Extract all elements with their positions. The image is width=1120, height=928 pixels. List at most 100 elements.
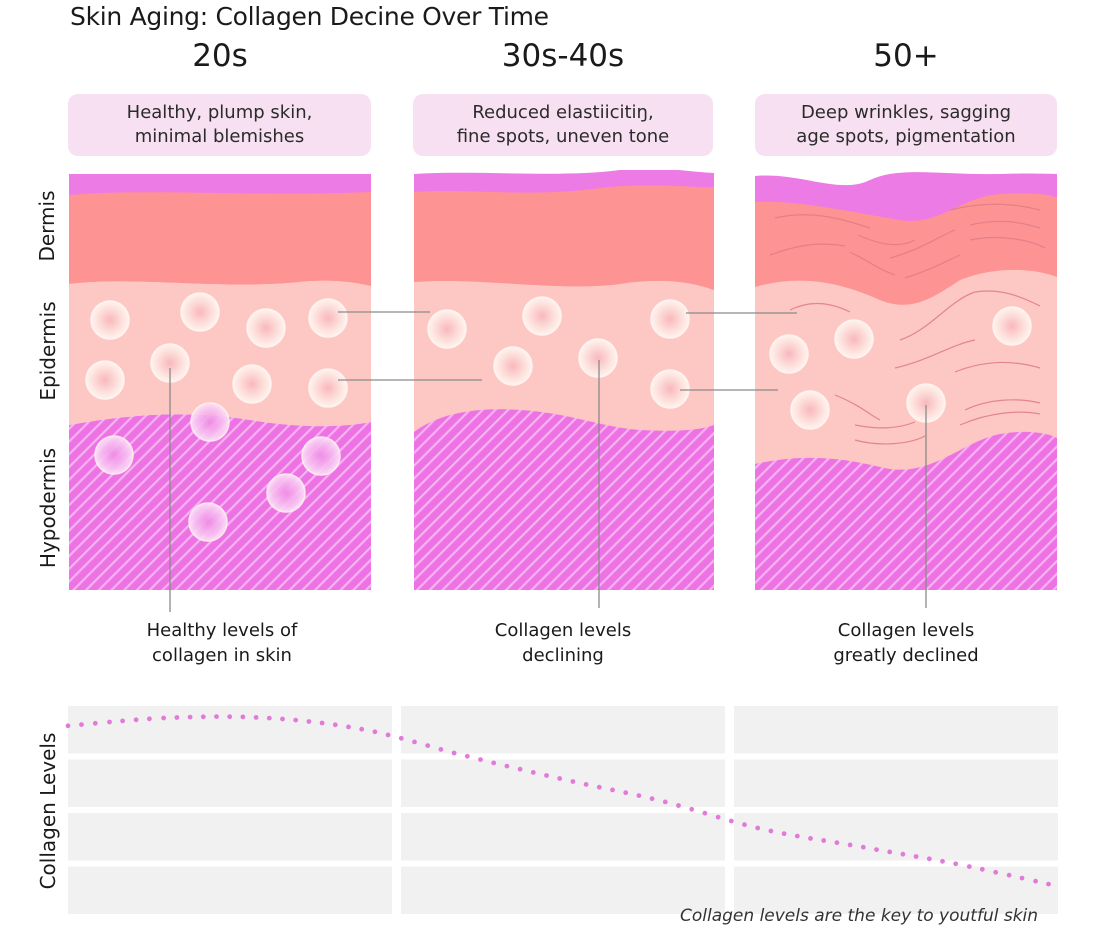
collagen-level-point — [610, 787, 615, 793]
wrinkle-line — [857, 234, 916, 246]
chart-grid-cell — [401, 866, 725, 914]
wrinkle-line — [894, 339, 976, 369]
collagen-level-point — [478, 757, 483, 762]
stage-caption-30s-40s: Collagen levels declining — [443, 618, 683, 668]
collagen-level-point — [412, 739, 417, 745]
collagen-level-point — [280, 716, 285, 722]
collagen-level-point — [464, 753, 470, 759]
collagen-level-point — [107, 719, 112, 725]
wrinkle-line — [774, 214, 871, 229]
skin-panel-20s — [69, 174, 371, 590]
epidermis-layer — [69, 280, 371, 427]
wrinkle-line — [904, 254, 961, 279]
collagen-level-point — [623, 790, 629, 796]
dermis-layer — [69, 191, 371, 286]
layer-label-hypodermis: Hypodermis — [36, 447, 60, 569]
collagen-level-point — [227, 714, 233, 720]
collagen-level-point — [65, 723, 71, 729]
collagen-cell — [90, 300, 130, 340]
wrinkle-line — [854, 421, 916, 429]
collagen-cell — [308, 368, 348, 408]
collagen-level-point — [847, 842, 853, 848]
caption-line: collagen in skin — [152, 645, 292, 666]
wrinkle-line — [969, 237, 1046, 249]
collagen-cell — [188, 502, 228, 542]
wrinkle-line — [854, 435, 926, 445]
collagen-cell — [301, 436, 341, 476]
wrinkle-line — [849, 251, 896, 276]
collagen-level-point — [662, 799, 668, 805]
wrinkle-lines — [769, 203, 1046, 445]
collagen-level-point — [544, 773, 549, 778]
chart-grid-cell — [734, 759, 1058, 807]
caption-line: Collagen levels — [494, 620, 632, 641]
stage-caption-50plus: Collagen levels greatly declined — [786, 618, 1026, 668]
collagen-level-point — [953, 861, 959, 867]
collagen-level-point — [676, 803, 681, 808]
collagen-level-point — [451, 750, 457, 756]
hypodermis-layer — [69, 414, 371, 590]
collagen-level-point — [161, 715, 167, 721]
chart-grid-cell — [401, 813, 725, 861]
collagen-level-point — [1006, 872, 1012, 878]
collagen-level-point — [596, 784, 602, 790]
collagen-level-point — [755, 825, 761, 831]
collagen-level-point — [133, 717, 139, 723]
stage-age-30s-40s: 30s-40s — [501, 38, 625, 74]
stage-description-20s: Healthy, plump skin, minimal blemishes — [68, 94, 371, 156]
collagen-level-point — [1033, 878, 1038, 884]
collagen-level-point — [530, 770, 536, 775]
collagen-cell — [180, 292, 220, 332]
wrinkle-line — [949, 203, 1041, 211]
collagen-level-point — [874, 847, 879, 852]
collagen-cell — [834, 319, 874, 359]
epidermis-layer — [414, 278, 714, 432]
collagen-cell — [522, 296, 562, 336]
caption-line: Collagen levels — [837, 620, 975, 641]
surface-layer — [414, 170, 714, 193]
description-line: Healthy, plump skin, — [126, 102, 313, 123]
collagen-level-point — [491, 760, 497, 766]
collagen-level-point — [966, 864, 972, 869]
collagen-level-point — [504, 763, 510, 769]
collagen-level-point — [689, 806, 695, 812]
collagen-level-point — [926, 856, 932, 862]
chart-grid-cell — [68, 866, 392, 914]
collagen-level-point — [1046, 881, 1051, 887]
collagen-cell — [85, 360, 125, 400]
collagen-cell — [266, 473, 306, 513]
chart-grid-cell — [734, 866, 1058, 914]
collagen-level-point — [319, 720, 325, 726]
wrinkle-line — [969, 220, 1041, 229]
collagen-cell — [992, 306, 1032, 346]
chart-grid-cell — [734, 706, 1058, 754]
diagram-title: Skin Aging: Collagen Decine Over Time — [70, 2, 549, 31]
collagen-level-point — [200, 714, 206, 720]
collagen-cell — [790, 390, 830, 430]
skin-panel-30s-40s — [414, 170, 714, 590]
collagen-level-point — [266, 715, 272, 721]
description-line: Reduced elastiicitiŋ, — [472, 102, 654, 123]
collagen-level-point — [385, 732, 391, 738]
wrinkle-line — [769, 243, 846, 256]
collagen-cell — [308, 298, 348, 338]
collagen-cells-50plus — [769, 306, 1032, 430]
wrinkle-line — [789, 302, 851, 313]
collagen-level-point — [781, 831, 787, 837]
chart-grid-cell — [734, 813, 1058, 861]
collagen-level-point — [372, 729, 378, 735]
collagen-level-point — [728, 818, 734, 824]
chart-grid-cell — [68, 706, 392, 754]
footnote: Collagen levels are the key to youtful s… — [680, 906, 1039, 926]
chart-ylabel: Collagen Levels — [36, 732, 60, 890]
collagen-cell — [190, 402, 230, 442]
collagen-level-point — [887, 849, 893, 855]
collagen-level-point — [715, 814, 721, 820]
collagen-level-point — [583, 782, 589, 787]
layer-label-epidermis: Epidermis — [36, 301, 60, 401]
collagen-cell — [232, 364, 272, 404]
collagen-level-point — [821, 838, 827, 843]
collagen-level-point — [240, 714, 246, 720]
collagen-level-point — [120, 718, 125, 724]
